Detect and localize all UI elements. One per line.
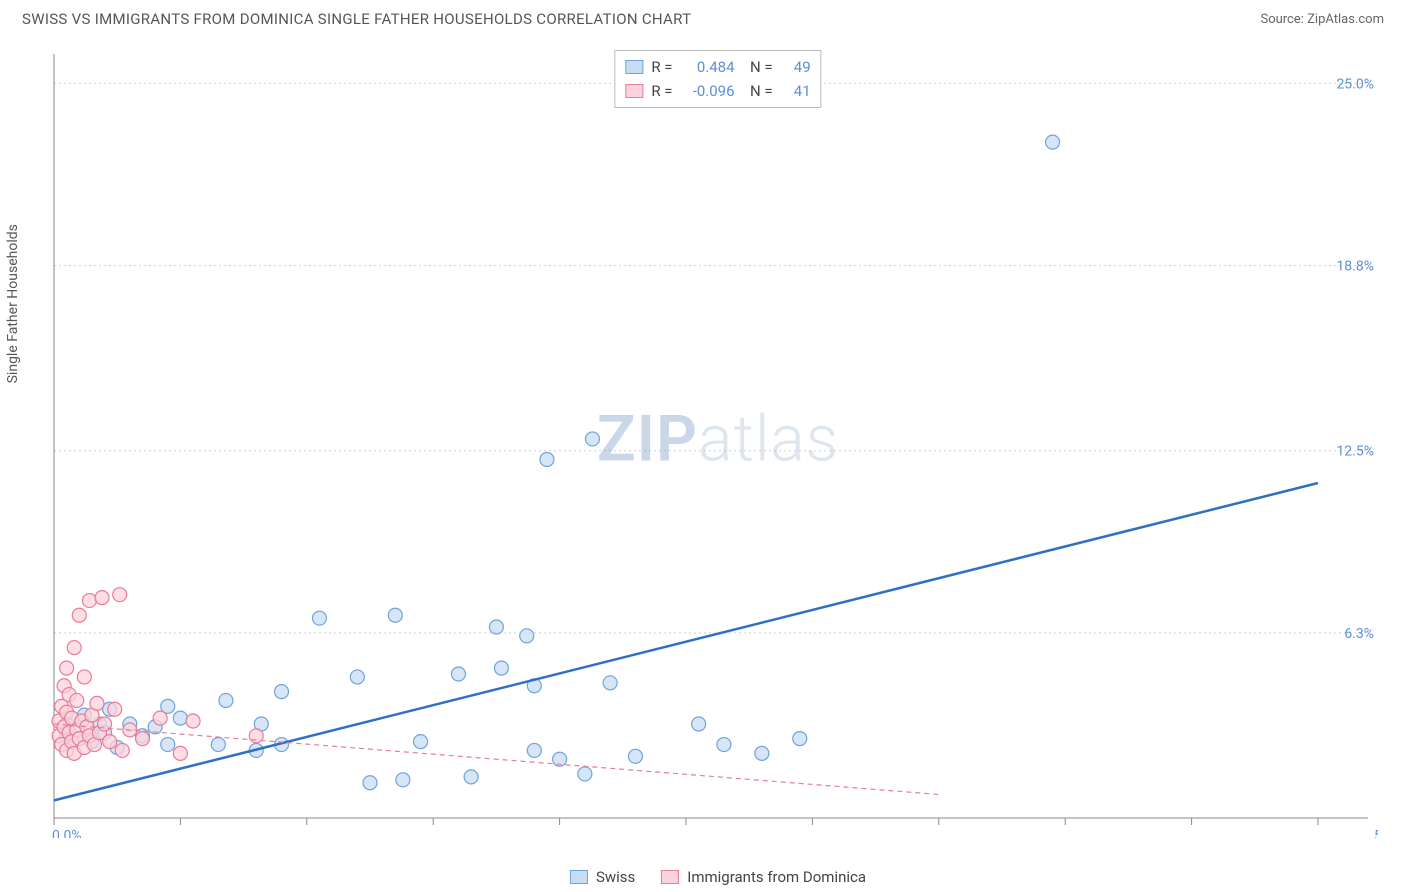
- svg-text:6.3%: 6.3%: [1344, 626, 1374, 642]
- svg-text:50.0%: 50.0%: [1374, 828, 1378, 838]
- n-value: 41: [781, 79, 811, 103]
- series-swatch: [625, 60, 643, 74]
- series-swatch: [661, 870, 679, 884]
- series-swatch: [570, 870, 588, 884]
- series-swatch: [625, 84, 643, 98]
- y-axis-label: Single Father Households: [5, 224, 21, 383]
- legend-label: Immigrants from Dominica: [687, 868, 866, 886]
- r-label: R =: [651, 55, 672, 79]
- n-value: 49: [781, 55, 811, 79]
- r-value: -0.096: [681, 79, 735, 103]
- svg-text:25.0%: 25.0%: [1336, 76, 1374, 92]
- legend-item: Swiss: [570, 868, 635, 886]
- source-name: ZipAtlas.com: [1307, 12, 1384, 27]
- stats-row: R = 0.484 N = 49: [625, 55, 810, 79]
- stats-legend: R = 0.484 N = 49 R = -0.096 N = 41: [614, 50, 821, 108]
- source-prefix: Source:: [1260, 12, 1307, 27]
- r-value: 0.484: [681, 55, 735, 79]
- r-label: R =: [651, 79, 672, 103]
- scatter-chart: 6.3% 12.5% 18.8% 25.0% 0.0% 50.0%: [48, 48, 1378, 838]
- legend-label: Swiss: [596, 868, 635, 886]
- chart-title: SWISS VS IMMIGRANTS FROM DOMINICA SINGLE…: [22, 10, 691, 28]
- svg-text:0.0%: 0.0%: [52, 828, 82, 838]
- n-label: N =: [743, 55, 773, 79]
- svg-text:18.8%: 18.8%: [1336, 259, 1374, 275]
- legend-item: Immigrants from Dominica: [661, 868, 866, 886]
- source-credit: Source: ZipAtlas.com: [1260, 12, 1384, 27]
- stats-row: R = -0.096 N = 41: [625, 79, 810, 103]
- n-label: N =: [743, 79, 773, 103]
- svg-text:12.5%: 12.5%: [1336, 444, 1374, 460]
- series-legend: Swiss Immigrants from Dominica: [570, 868, 866, 886]
- chart-area: Single Father Households 6.3%12.5%18.8%2…: [48, 48, 1388, 862]
